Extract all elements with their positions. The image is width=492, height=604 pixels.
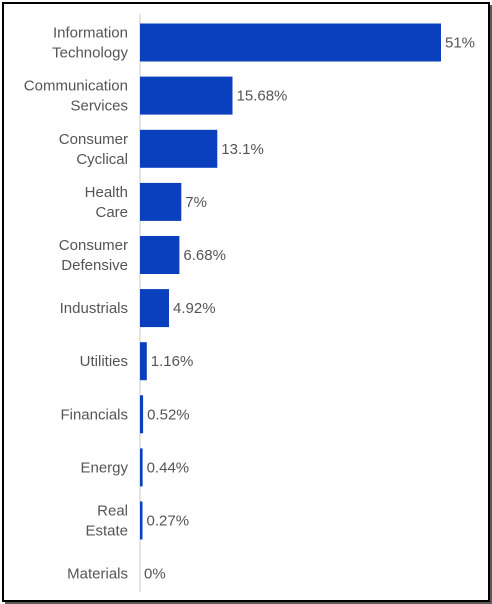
category-label: Care — [95, 204, 128, 221]
category-label: Cyclical — [76, 151, 128, 168]
category-label: Energy — [80, 459, 128, 476]
bar — [140, 76, 233, 115]
value-label: 6.68% — [183, 247, 226, 264]
bar — [140, 289, 169, 328]
value-label: 0% — [144, 566, 166, 583]
category-label: Real — [97, 503, 128, 520]
category-label: Industrials — [60, 300, 128, 317]
bar — [140, 448, 143, 487]
value-label: 0.27% — [147, 513, 190, 530]
bar — [140, 129, 218, 168]
value-label: 1.16% — [151, 353, 194, 370]
category-label: Utilities — [80, 353, 128, 370]
category-label: Services — [70, 98, 128, 115]
bar — [140, 342, 147, 381]
bar — [140, 395, 144, 434]
value-label: 51% — [445, 35, 475, 52]
value-label: 0.44% — [147, 459, 190, 476]
category-label: Health — [85, 184, 128, 201]
value-label: 7% — [185, 194, 207, 211]
value-label: 0.52% — [147, 406, 190, 423]
category-label: Technology — [52, 45, 128, 62]
category-label: Consumer — [59, 131, 128, 148]
category-label: Estate — [85, 523, 128, 540]
category-label: Financials — [60, 406, 128, 423]
bar — [140, 23, 441, 62]
bar — [140, 236, 180, 274]
category-label: Defensive — [61, 257, 128, 274]
category-label: Consumer — [59, 237, 128, 254]
category-label: Materials — [67, 566, 128, 583]
category-label: Information — [53, 25, 128, 42]
bar — [140, 501, 143, 540]
value-label: 13.1% — [221, 141, 264, 158]
bar — [140, 182, 182, 221]
value-label: 4.92% — [173, 300, 216, 317]
category-label: Communication — [24, 78, 128, 95]
value-label: 15.68% — [237, 88, 288, 105]
